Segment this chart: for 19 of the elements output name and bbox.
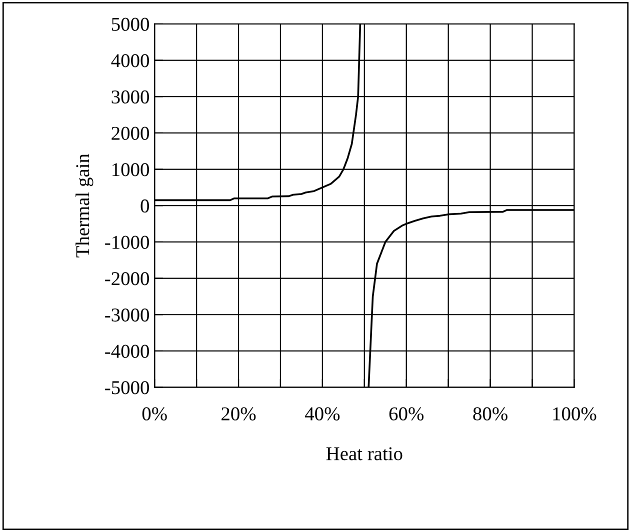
y-tick-label: 1000 <box>112 163 149 176</box>
y-tick-label: 4000 <box>111 54 149 68</box>
x-tick-label: 100% <box>553 407 596 420</box>
x-tick-label: 20% <box>222 407 256 420</box>
y-tick-label: 3000 <box>112 90 149 104</box>
y-tick-label: -3000 <box>105 308 149 322</box>
y-tick-label: 5000 <box>112 18 149 31</box>
y-tick-label: 2000 <box>112 126 149 140</box>
x-tick-label: 60% <box>389 407 424 420</box>
y-tick-label: -2000 <box>105 272 149 286</box>
x-tick-label: 40% <box>305 407 340 420</box>
y-tick-label: -1000 <box>105 236 149 249</box>
y-axis-title: Thermal gain <box>76 154 94 258</box>
y-tick-label: 0 <box>140 199 149 213</box>
y-tick-label: -5000 <box>105 381 149 394</box>
y-tick-label: -4000 <box>105 344 149 358</box>
x-axis-title: Heat ratio <box>326 447 402 460</box>
x-tick-label: 80% <box>473 407 508 420</box>
x-tick-label: 0% <box>142 407 167 420</box>
